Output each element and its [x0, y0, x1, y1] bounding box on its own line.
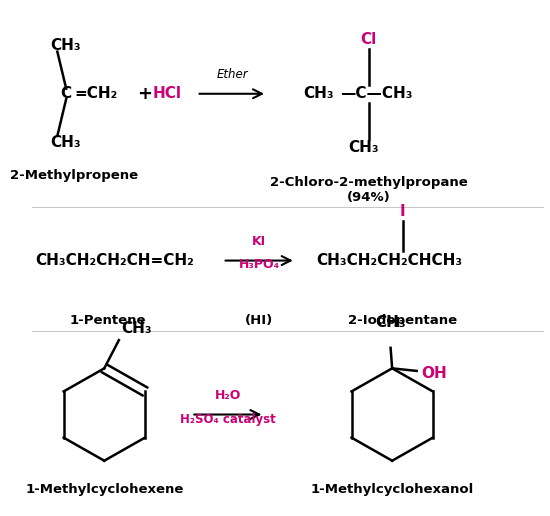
Text: =CH₂: =CH₂	[74, 86, 117, 101]
Text: Ether: Ether	[216, 68, 248, 81]
Text: C: C	[60, 86, 72, 101]
Text: (94%): (94%)	[347, 191, 390, 204]
Text: H₂O: H₂O	[214, 389, 241, 401]
Text: 2-Chloro-2-methylpropane: 2-Chloro-2-methylpropane	[270, 175, 468, 188]
Text: KI: KI	[252, 235, 266, 248]
Text: CH₃: CH₃	[51, 135, 81, 150]
Text: HCl: HCl	[152, 86, 182, 101]
Text: OH: OH	[421, 366, 447, 381]
Text: CH₃: CH₃	[122, 321, 152, 336]
Text: H₂SO₄ catalyst: H₂SO₄ catalyst	[180, 413, 276, 426]
Text: 2-Methylpropene: 2-Methylpropene	[10, 169, 138, 182]
Text: I: I	[400, 204, 405, 219]
Text: Cl: Cl	[361, 33, 377, 47]
Text: 1-Methylcyclohexene: 1-Methylcyclohexene	[25, 483, 184, 496]
Text: +: +	[137, 85, 152, 103]
Text: 1-Pentene: 1-Pentene	[70, 314, 146, 327]
Text: CH₃: CH₃	[51, 38, 81, 53]
Text: H₃PO₄: H₃PO₄	[239, 258, 280, 271]
Text: CH₃: CH₃	[375, 315, 406, 330]
Text: —C—CH₃: —C—CH₃	[340, 86, 412, 101]
Text: (HI): (HI)	[245, 314, 273, 327]
Text: CH₃: CH₃	[304, 86, 334, 101]
Text: CH₃CH₂CH₂CHCH₃: CH₃CH₂CH₂CHCH₃	[317, 253, 463, 268]
Text: 1-Methylcyclohexanol: 1-Methylcyclohexanol	[311, 483, 474, 496]
Text: CH₃CH₂CH₂CH=CH₂: CH₃CH₂CH₂CH=CH₂	[35, 253, 194, 268]
Text: 2-Iodopentane: 2-Iodopentane	[348, 314, 457, 327]
Text: CH₃: CH₃	[348, 140, 379, 155]
